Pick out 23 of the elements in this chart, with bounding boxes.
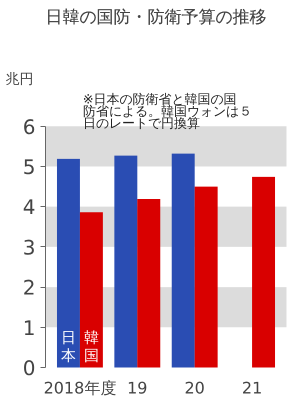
x-tick-label: 20 (184, 378, 205, 398)
bar (114, 156, 138, 368)
y-axis-title: 兆円 (6, 72, 34, 88)
bar (194, 186, 218, 368)
x-tick-label: 2018年度 (44, 378, 116, 398)
series-label: 韓国 (84, 328, 99, 364)
y-tick-label: 2 (22, 276, 36, 300)
x-tick-label: 19 (127, 378, 148, 398)
bar (172, 154, 195, 368)
series-label: 日本 (60, 328, 76, 364)
y-tick-label: 5 (22, 154, 36, 179)
bar (80, 212, 103, 368)
chart-title: 日韓の国防・防衛予算の推移 (46, 8, 266, 28)
y-tick-label: 6 (22, 114, 36, 139)
bar (56, 158, 80, 368)
y-tick-label: 0 (22, 356, 36, 380)
bar (252, 176, 276, 368)
y-tick-label: 1 (22, 316, 36, 340)
y-tick-label: 4 (22, 195, 36, 220)
y-tick-label: 3 (22, 235, 36, 260)
bar (137, 199, 160, 368)
x-tick-label: 21 (242, 378, 262, 398)
annotation: ※日本の防衛省と韓国の国防省による。韓国ウォンは５日のレートで円換算 (82, 92, 252, 132)
